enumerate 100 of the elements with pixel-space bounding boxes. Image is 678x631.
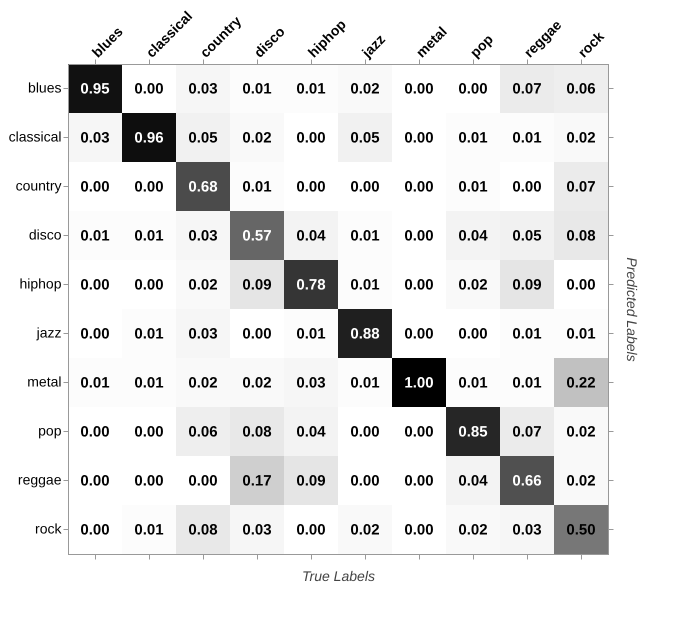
data-label: 0.96 <box>134 130 164 146</box>
y-tick-label: rock <box>35 520 62 536</box>
data-label: 0.08 <box>188 522 218 538</box>
data-label: 0.00 <box>80 522 110 538</box>
data-label: 0.88 <box>350 326 380 342</box>
data-label: 0.22 <box>566 374 596 392</box>
data-label: 0.00 <box>296 178 326 196</box>
data-label: 0.00 <box>296 130 326 146</box>
data-label: 0.00 <box>404 472 434 490</box>
data-label: 0.07 <box>512 424 542 440</box>
data-label: 0.04 <box>458 472 488 490</box>
data-label: 0.02 <box>566 130 596 146</box>
data-label: 0.01 <box>296 326 326 342</box>
data-label: 0.00 <box>404 178 434 196</box>
y-axis-title: Predicted Labels <box>624 257 640 362</box>
data-label: 0.85 <box>458 424 488 440</box>
data-label: 0.01 <box>350 374 380 392</box>
data-label: 0.57 <box>242 228 272 244</box>
data-label: 0.07 <box>512 80 542 98</box>
data-label: 0.01 <box>350 276 380 294</box>
data-label: 0.01 <box>134 374 164 392</box>
data-label: 0.07 <box>566 178 596 196</box>
data-label: 0.06 <box>188 424 218 440</box>
data-label: 0.00 <box>404 80 434 98</box>
y-tick-label: disco <box>28 226 62 242</box>
data-label: 0.00 <box>296 522 326 538</box>
data-label: 0.04 <box>458 228 488 244</box>
data-label: 0.00 <box>242 326 272 342</box>
data-label: 0.03 <box>296 374 326 392</box>
data-label: 0.00 <box>134 424 164 440</box>
data-label: 0.50 <box>566 522 596 538</box>
data-label: 0.00 <box>512 178 542 196</box>
data-label: 0.05 <box>188 130 218 146</box>
data-label: 0.00 <box>350 472 380 490</box>
data-label: 0.09 <box>242 276 272 294</box>
data-label: 0.08 <box>566 228 596 244</box>
data-label: 0.02 <box>566 472 596 490</box>
data-label: 0.00 <box>134 276 164 294</box>
data-label: 0.03 <box>188 228 218 244</box>
data-label: 1.00 <box>404 374 434 392</box>
data-label: 0.01 <box>458 374 488 392</box>
data-label: 0.02 <box>188 374 218 392</box>
y-tick-label: blues <box>28 80 62 96</box>
data-label: 0.02 <box>458 276 488 294</box>
data-label: 0.00 <box>350 178 380 196</box>
data-label: 0.08 <box>242 424 272 440</box>
data-label: 0.00 <box>80 276 110 294</box>
data-label: 0.03 <box>242 522 272 538</box>
data-label: 0.02 <box>458 522 488 538</box>
data-label: 0.00 <box>404 276 434 294</box>
data-label: 0.02 <box>242 374 272 392</box>
data-label: 0.00 <box>404 326 434 342</box>
data-label: 0.00 <box>566 276 596 294</box>
data-label: 0.04 <box>296 228 326 244</box>
data-label: 0.00 <box>404 228 434 244</box>
data-label: 0.00 <box>350 424 380 440</box>
data-label: 0.01 <box>350 228 380 244</box>
data-label: 0.01 <box>512 374 542 392</box>
data-label: 0.68 <box>188 178 218 196</box>
data-label: 0.02 <box>350 80 380 98</box>
data-label: 0.66 <box>512 472 542 490</box>
data-label: 0.01 <box>242 178 272 196</box>
data-label: 0.01 <box>512 130 542 146</box>
data-label: 0.00 <box>188 472 218 490</box>
data-label: 0.00 <box>80 178 110 196</box>
y-tick-label: classical <box>8 128 62 144</box>
data-label: 0.01 <box>134 228 164 244</box>
data-label: 0.95 <box>80 80 110 98</box>
data-label: 0.01 <box>566 326 596 342</box>
x-tick-label: pop <box>466 30 496 60</box>
data-label: 0.00 <box>404 130 434 146</box>
data-label: 0.01 <box>458 130 488 146</box>
data-label: 0.00 <box>134 80 164 98</box>
y-tick-label: pop <box>38 422 62 438</box>
data-label: 0.00 <box>134 472 164 490</box>
data-label: 0.01 <box>296 80 326 98</box>
x-axis-title: True Labels <box>302 568 375 584</box>
data-label: 0.01 <box>512 326 542 342</box>
data-label: 0.01 <box>80 374 110 392</box>
data-label: 0.06 <box>566 80 596 98</box>
data-label: 0.78 <box>296 276 326 294</box>
data-label: 0.00 <box>404 424 434 440</box>
data-label: 0.17 <box>242 472 272 490</box>
data-label: 0.05 <box>512 228 542 244</box>
data-label: 0.01 <box>134 522 164 538</box>
data-label: 0.03 <box>512 522 542 538</box>
data-label: 0.03 <box>188 326 218 342</box>
y-tick-label: metal <box>27 374 62 390</box>
data-label: 0.02 <box>242 130 272 146</box>
data-label: 0.00 <box>80 424 110 440</box>
data-label: 0.09 <box>512 276 542 294</box>
y-tick-label: country <box>16 178 62 194</box>
data-label: 0.00 <box>404 522 434 538</box>
data-label: 0.02 <box>188 276 218 294</box>
data-label: 0.00 <box>458 80 488 98</box>
data-label: 0.00 <box>134 178 164 196</box>
data-label: 0.01 <box>458 178 488 196</box>
data-label: 0.01 <box>242 80 272 98</box>
data-label: 0.03 <box>80 130 110 146</box>
data-label: 0.00 <box>458 326 488 342</box>
